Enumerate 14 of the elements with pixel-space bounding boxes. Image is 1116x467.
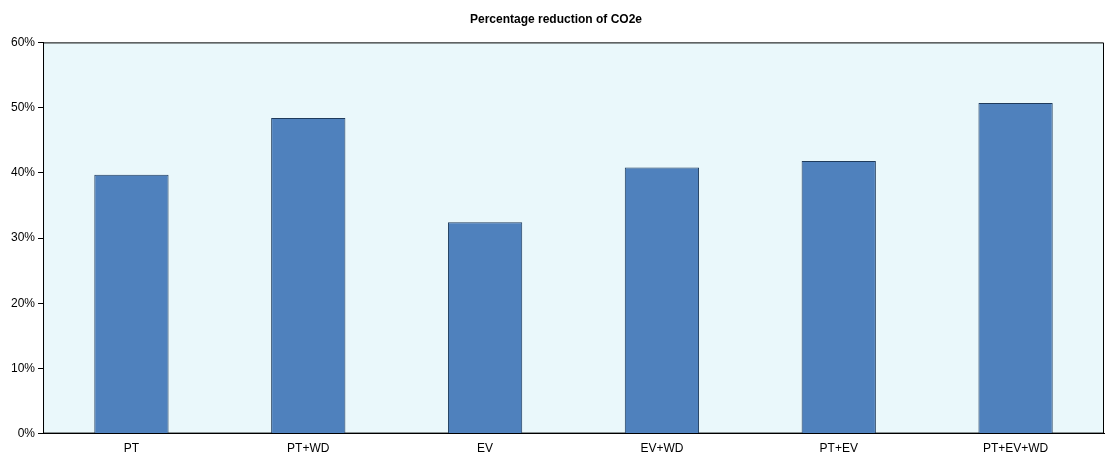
y-tick-label: 10% — [10, 360, 36, 375]
y-tick-label: 60% — [10, 34, 36, 49]
x-tick-label: EV+WD — [640, 441, 684, 456]
y-tick-label: 40% — [10, 165, 36, 180]
y-tick-label: 0% — [17, 425, 36, 440]
y-tick-label: 50% — [10, 99, 36, 114]
x-tick-label: PT+WD — [287, 441, 330, 456]
x-tick-label: PT+EV+WD — [982, 441, 1049, 456]
x-tick-label: PT+EV — [819, 441, 858, 456]
chart-title: Percentage reduction of CO2e — [469, 11, 643, 26]
x-tick-label: PT — [123, 441, 140, 456]
y-tick-label: 30% — [10, 230, 36, 245]
y-tick-label: 20% — [10, 295, 36, 310]
x-tick-label: EV — [477, 441, 494, 456]
